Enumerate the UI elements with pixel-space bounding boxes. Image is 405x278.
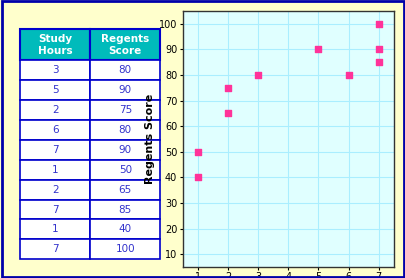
FancyBboxPatch shape (20, 160, 90, 180)
Text: 7: 7 (51, 244, 58, 254)
Y-axis label: Regents Score: Regents Score (144, 94, 154, 184)
FancyBboxPatch shape (90, 120, 160, 140)
Point (194, 150, 200, 154)
FancyBboxPatch shape (20, 60, 90, 80)
Text: 80: 80 (118, 65, 132, 75)
Text: 2: 2 (51, 105, 58, 115)
Point (345, 73, 351, 77)
Text: 1: 1 (51, 224, 58, 234)
FancyBboxPatch shape (90, 100, 160, 120)
Text: 90: 90 (118, 145, 132, 155)
Text: 50: 50 (118, 165, 132, 175)
Text: 80: 80 (118, 125, 132, 135)
FancyBboxPatch shape (90, 140, 160, 160)
Point (224, 86, 231, 90)
Text: 1: 1 (51, 165, 58, 175)
FancyBboxPatch shape (90, 80, 160, 100)
Text: Regents
Score: Regents Score (101, 34, 149, 56)
Text: 65: 65 (118, 185, 132, 195)
Text: 90: 90 (118, 85, 132, 95)
FancyBboxPatch shape (90, 160, 160, 180)
Text: Study
Hours: Study Hours (38, 34, 72, 56)
Text: 6: 6 (51, 125, 58, 135)
FancyBboxPatch shape (90, 60, 160, 80)
FancyBboxPatch shape (20, 180, 90, 200)
FancyBboxPatch shape (20, 140, 90, 160)
FancyBboxPatch shape (20, 29, 90, 60)
Point (314, 47, 321, 52)
FancyBboxPatch shape (20, 80, 90, 100)
Text: 3: 3 (51, 65, 58, 75)
FancyBboxPatch shape (20, 219, 90, 239)
FancyBboxPatch shape (20, 100, 90, 120)
FancyBboxPatch shape (20, 239, 90, 259)
Text: 100: 100 (115, 244, 135, 254)
FancyBboxPatch shape (90, 29, 160, 60)
Text: 5: 5 (51, 85, 58, 95)
Text: 7: 7 (51, 145, 58, 155)
Text: 40: 40 (118, 224, 132, 234)
Text: 85: 85 (118, 205, 132, 215)
Point (254, 73, 261, 77)
Point (224, 111, 231, 116)
Point (375, 22, 381, 26)
Text: 75: 75 (118, 105, 132, 115)
Text: 7: 7 (51, 205, 58, 215)
FancyBboxPatch shape (20, 120, 90, 140)
Point (194, 175, 200, 180)
Point (375, 47, 381, 52)
FancyBboxPatch shape (90, 239, 160, 259)
FancyBboxPatch shape (90, 200, 160, 219)
FancyBboxPatch shape (90, 180, 160, 200)
FancyBboxPatch shape (20, 200, 90, 219)
FancyBboxPatch shape (90, 219, 160, 239)
Text: 2: 2 (51, 185, 58, 195)
Point (375, 60, 381, 64)
